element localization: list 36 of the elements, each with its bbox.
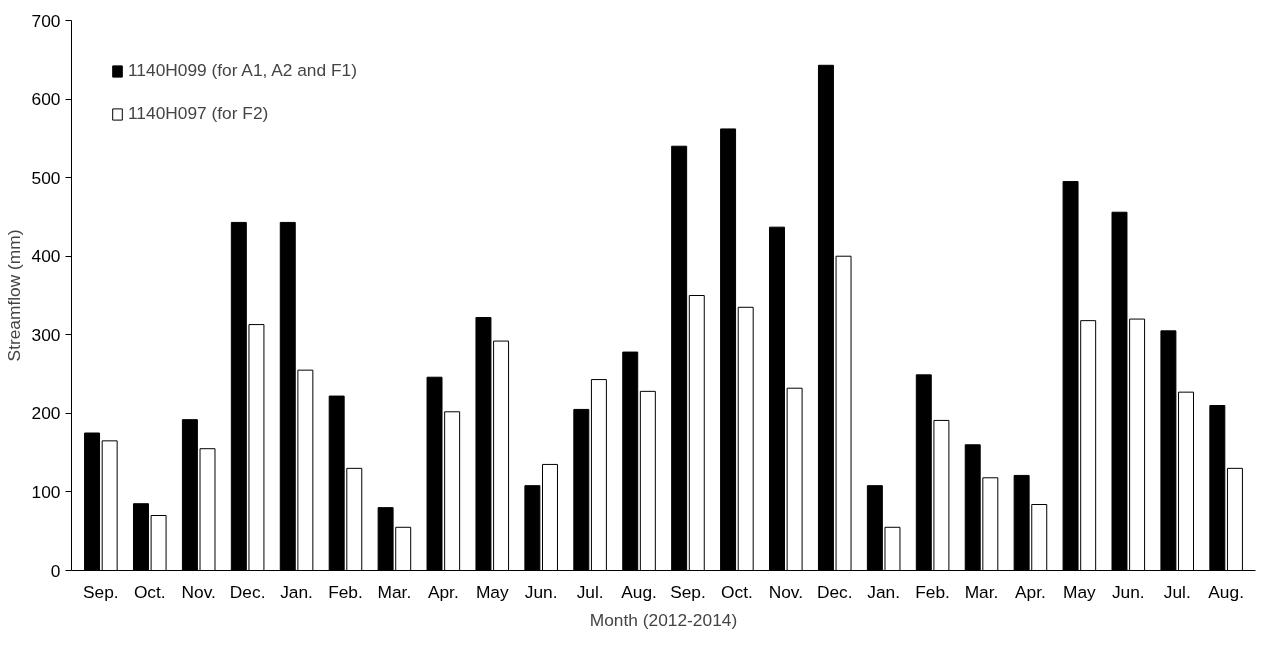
legend-label: 1140H099 (for A1, A2 and F1) — [128, 60, 357, 81]
y-tick-label: 600 — [31, 89, 61, 110]
x-tick-label: Nov. — [181, 581, 216, 602]
x-tick-label: Jul. — [1163, 581, 1191, 602]
x-tick-label: Apr. — [1015, 581, 1046, 602]
legend-label: 1140H097 (for F2) — [128, 103, 269, 124]
x-tick-label: Jan. — [867, 581, 901, 602]
y-tick-label: 700 — [31, 10, 61, 31]
y-tick-label: 200 — [31, 403, 61, 424]
y-axis-title: Streamflow (mm) — [3, 229, 24, 362]
x-tick-label: Dec. — [229, 581, 266, 602]
x-tick-label: Sep. — [670, 581, 706, 602]
x-tick-label: Jan. — [280, 581, 313, 602]
x-tick-label: May — [1063, 581, 1097, 602]
x-tick-label: Oct. — [133, 581, 166, 602]
y-tick-label: 0 — [50, 560, 61, 581]
y-tick-label: 300 — [31, 324, 61, 345]
x-tick-label: Aug. — [621, 581, 657, 602]
x-tick-label: Jun. — [524, 581, 558, 602]
x-tick-label: May — [475, 581, 509, 602]
y-tick-label: 100 — [31, 481, 61, 502]
x-axis-title: Month (2012-2014) — [589, 609, 738, 630]
x-tick-label: Dec. — [816, 581, 853, 602]
x-tick-label: Mar. — [377, 581, 412, 602]
x-tick-label: Aug. — [1208, 581, 1244, 602]
x-tick-label: Apr. — [427, 581, 459, 602]
x-tick-label: Sep. — [83, 581, 119, 602]
x-tick-label: Feb. — [915, 581, 950, 602]
x-tick-label: Jul. — [576, 581, 604, 602]
x-tick-label: Oct. — [721, 581, 753, 602]
x-tick-label: Feb. — [328, 581, 363, 602]
x-tick-label: Jun. — [1111, 581, 1145, 602]
x-tick-label: Mar. — [964, 581, 999, 602]
y-tick-label: 500 — [31, 167, 61, 188]
y-tick-label: 400 — [31, 246, 61, 267]
x-tick-label: Nov. — [768, 581, 803, 602]
